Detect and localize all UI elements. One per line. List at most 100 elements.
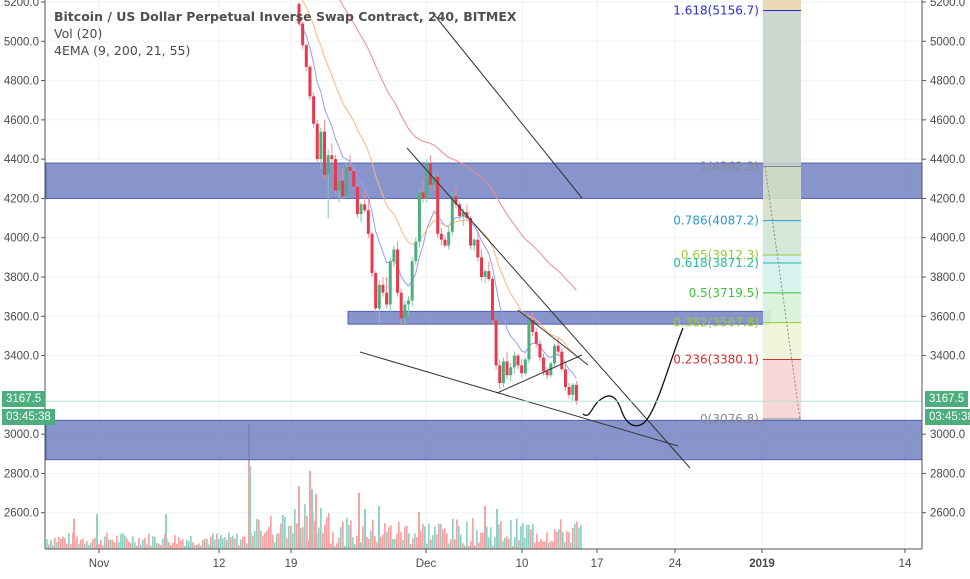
volume-indicator-label[interactable]: Vol (20) bbox=[54, 26, 103, 41]
fib-fill bbox=[763, 0, 801, 11]
candle-down bbox=[490, 278, 494, 321]
volume-bar bbox=[73, 519, 75, 549]
volume-bar bbox=[384, 523, 386, 549]
volume-bar bbox=[318, 527, 320, 549]
volume-bar bbox=[420, 530, 422, 549]
fib-level-label: 0.786(4087.2) bbox=[673, 214, 759, 228]
candle-down bbox=[334, 159, 337, 191]
volume-bar bbox=[164, 534, 166, 549]
candle-up bbox=[392, 249, 396, 262]
volume-bar bbox=[294, 508, 296, 549]
volume-bar bbox=[390, 525, 392, 549]
volume-bar bbox=[512, 545, 514, 549]
fib-fill bbox=[763, 254, 801, 264]
candle-up bbox=[512, 355, 516, 368]
volume-bar bbox=[160, 544, 162, 549]
volume-bar bbox=[490, 527, 492, 549]
volume-bar bbox=[504, 537, 506, 549]
volume-bar bbox=[144, 537, 146, 549]
fib-level-label: 0.382(3567.8) bbox=[673, 316, 759, 330]
candle-up bbox=[472, 239, 476, 246]
wedge-lower[interactable] bbox=[359, 351, 679, 447]
inner-upper[interactable] bbox=[517, 309, 589, 366]
candle-up bbox=[388, 261, 392, 305]
y-tick-label-right: 2600.0 bbox=[930, 508, 965, 520]
candle-up bbox=[461, 212, 465, 217]
y-tick-label-right: 5000.0 bbox=[930, 36, 965, 48]
x-tick-label: 14 bbox=[899, 558, 912, 570]
volume-bar bbox=[218, 539, 220, 549]
candle-down bbox=[352, 170, 356, 187]
volume-bar bbox=[240, 539, 242, 549]
volume-bar bbox=[460, 534, 462, 549]
volume-bar bbox=[476, 530, 478, 549]
inner-lower[interactable] bbox=[496, 354, 583, 394]
candle-down bbox=[297, 3, 301, 24]
fibonacci-retracement[interactable]: 1.618(5156.7) 1(4362.3) 0.786(4087.2) 0.65(… bbox=[673, 0, 801, 426]
y-tick-label-right: 4400.0 bbox=[930, 154, 965, 166]
volume-bar bbox=[238, 545, 240, 549]
volume-bar bbox=[466, 521, 468, 549]
volume-bar bbox=[436, 534, 438, 549]
volume-bar bbox=[482, 532, 484, 549]
wedge-upper[interactable] bbox=[406, 147, 691, 469]
volume-bar bbox=[456, 519, 458, 549]
volume-bar bbox=[494, 536, 496, 549]
volume-bar bbox=[162, 538, 164, 549]
volume-bar bbox=[424, 526, 426, 549]
long-downtrend[interactable] bbox=[431, 11, 583, 199]
volume-bar bbox=[254, 530, 256, 549]
volume-bar bbox=[156, 542, 158, 549]
ema-indicator-label[interactable]: 4EMA (9, 200, 21, 55) bbox=[54, 43, 191, 58]
volume-bar bbox=[326, 517, 328, 549]
volume-bar bbox=[348, 524, 350, 549]
trendlines[interactable] bbox=[46, 11, 922, 469]
volume-bar bbox=[438, 523, 440, 549]
volume-bar bbox=[272, 534, 274, 549]
volume-bar bbox=[246, 543, 248, 549]
volume-bar bbox=[90, 542, 92, 549]
volume-bar bbox=[448, 543, 450, 549]
volume-bar bbox=[172, 542, 174, 549]
volume-bar bbox=[198, 543, 200, 549]
volume-bar bbox=[62, 536, 64, 549]
volume-bar bbox=[404, 526, 406, 549]
symbol-title[interactable]: Bitcoin / US Dollar Perpetual Inverse Sw… bbox=[54, 9, 517, 24]
fib-level-label: 1(4362.3) bbox=[700, 160, 759, 174]
candle-down bbox=[469, 218, 473, 246]
volume-bar bbox=[370, 531, 372, 549]
volume-bar bbox=[470, 540, 472, 549]
volume-bar bbox=[66, 543, 68, 549]
candle-down bbox=[439, 233, 443, 240]
volume-bar bbox=[514, 537, 516, 549]
candle-down bbox=[348, 167, 352, 171]
volume-bar bbox=[120, 533, 122, 549]
candle-up bbox=[407, 300, 410, 305]
volume-bar bbox=[416, 537, 418, 549]
volume-bar bbox=[54, 537, 56, 549]
candle-down bbox=[385, 292, 389, 305]
volume-bar bbox=[556, 531, 558, 549]
volume-bar bbox=[530, 529, 532, 549]
volume-bar bbox=[132, 536, 134, 549]
candle-up bbox=[403, 304, 407, 319]
volume-bar bbox=[510, 520, 512, 549]
volume-bar bbox=[334, 545, 336, 549]
candle-down bbox=[560, 351, 564, 370]
volume-bar bbox=[170, 545, 172, 549]
y-tick-label-left: 4200.0 bbox=[4, 193, 39, 205]
y-tick-label-left: 4000.0 bbox=[4, 233, 39, 245]
volume-bar bbox=[522, 523, 524, 549]
candle-down bbox=[399, 292, 403, 319]
volume-bar bbox=[226, 539, 228, 549]
volume-bar bbox=[244, 536, 246, 549]
volume-bar bbox=[288, 526, 290, 549]
volume-bar bbox=[392, 538, 394, 549]
volume-bar bbox=[472, 518, 474, 549]
volume-bar bbox=[292, 533, 294, 549]
support-zone[interactable] bbox=[45, 419, 923, 461]
volume-bar bbox=[94, 537, 96, 549]
projection-path[interactable] bbox=[582, 327, 684, 427]
